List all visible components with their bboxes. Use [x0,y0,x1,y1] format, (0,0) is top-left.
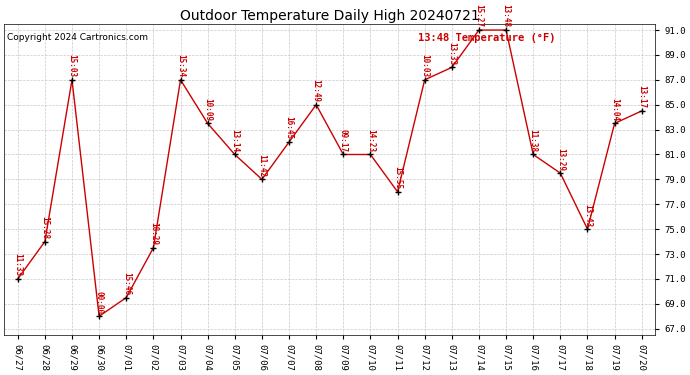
Text: 11:38: 11:38 [529,129,538,152]
Text: 13:43: 13:43 [583,204,592,226]
Text: 15:28: 15:28 [40,216,50,239]
Text: 16:45: 16:45 [284,116,293,140]
Text: 11:42: 11:42 [257,154,266,177]
Text: 10:09: 10:09 [203,98,212,121]
Text: 13:48: 13:48 [502,4,511,27]
Text: 00:00: 00:00 [95,291,103,314]
Text: 15:27: 15:27 [475,4,484,27]
Text: 12:49: 12:49 [312,79,321,102]
Text: 15:03: 15:03 [68,54,77,77]
Text: 09:17: 09:17 [339,129,348,152]
Text: 14:04: 14:04 [610,98,619,121]
Text: 14:23: 14:23 [366,129,375,152]
Text: 13:29: 13:29 [556,147,565,171]
Text: 13:33: 13:33 [447,42,456,65]
Text: 13:14: 13:14 [230,129,239,152]
Text: Copyright 2024 Cartronics.com: Copyright 2024 Cartronics.com [8,33,148,42]
Text: 13:17: 13:17 [638,86,647,108]
Text: 15:34: 15:34 [176,54,185,77]
Text: 11:33: 11:33 [13,254,22,276]
Text: 15:55: 15:55 [393,166,402,189]
Text: 18:29: 18:29 [149,222,158,245]
Text: 13:48 Temperature (°F): 13:48 Temperature (°F) [417,33,555,43]
Text: 10:03: 10:03 [420,54,429,77]
Text: 15:46: 15:46 [121,272,131,295]
Title: Outdoor Temperature Daily High 20240721: Outdoor Temperature Daily High 20240721 [180,9,480,22]
